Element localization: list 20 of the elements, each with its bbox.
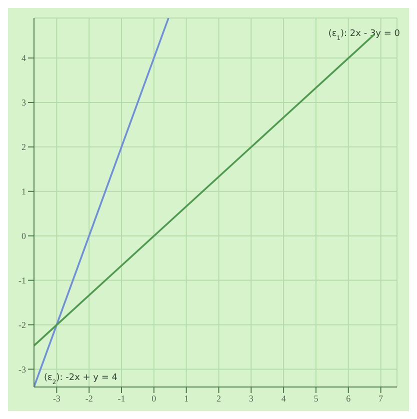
x-tick-label: 7 — [378, 393, 384, 404]
y-tick-label: 1 — [22, 186, 26, 197]
x-tick-label: 1 — [184, 393, 189, 404]
y-tick-label: 4 — [22, 53, 26, 64]
x-tick-label: 4 — [281, 393, 286, 404]
y-tick-label: -1 — [18, 275, 26, 286]
y-tick-label: -3 — [18, 364, 26, 374]
x-tick-label: 0 — [152, 393, 157, 404]
annotation: (ε$_{2}$): -2x + y = 4 — [44, 373, 118, 386]
x-tick-label: -3 — [52, 393, 61, 404]
y-tick-label: 2 — [22, 142, 26, 152]
x-tick-label: 5 — [314, 393, 319, 404]
x-tick-label: -2 — [85, 393, 93, 404]
x-tick-label: -1 — [118, 393, 126, 404]
y-tick-label: -2 — [18, 320, 26, 330]
x-tick-label: 3 — [248, 393, 254, 404]
y-tick-label: 0 — [22, 231, 26, 242]
y-tick-label: 3 — [22, 98, 26, 108]
x-tick-label: 2 — [216, 393, 221, 404]
x-tick-label: 6 — [346, 393, 352, 404]
